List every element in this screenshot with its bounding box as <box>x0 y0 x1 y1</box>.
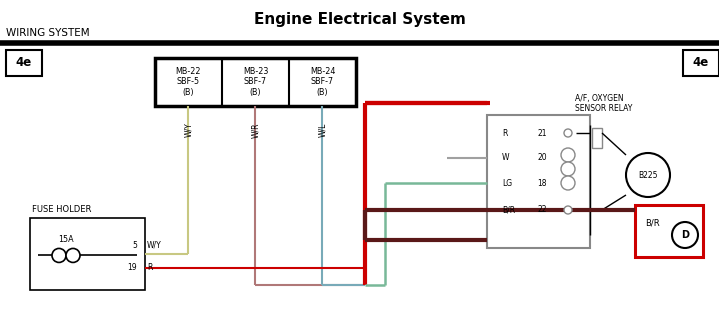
Circle shape <box>564 206 572 214</box>
Text: 5: 5 <box>132 241 137 250</box>
Circle shape <box>672 222 698 248</box>
Text: 4e: 4e <box>16 57 32 70</box>
Text: D: D <box>681 230 689 240</box>
Circle shape <box>52 248 66 262</box>
Text: 19: 19 <box>127 263 137 272</box>
Text: 20: 20 <box>537 154 546 162</box>
Text: W: W <box>502 154 510 162</box>
Circle shape <box>564 129 572 137</box>
Text: W/L: W/L <box>318 123 327 137</box>
Circle shape <box>561 176 575 190</box>
Bar <box>6 50 42 76</box>
Text: SENSOR RELAY: SENSOR RELAY <box>575 104 633 113</box>
Text: WIRING SYSTEM: WIRING SYSTEM <box>6 28 90 38</box>
Text: Engine Electrical System: Engine Electrical System <box>254 12 465 27</box>
Text: W/R: W/R <box>251 122 260 138</box>
Text: 21: 21 <box>537 128 546 137</box>
Text: 18: 18 <box>537 178 546 188</box>
Text: MB-22
SBF-5
(B): MB-22 SBF-5 (B) <box>175 67 201 97</box>
Bar <box>592 128 602 148</box>
Circle shape <box>561 162 575 176</box>
Text: W/Y: W/Y <box>147 241 162 250</box>
Text: 4e: 4e <box>693 57 709 70</box>
Text: LG: LG <box>502 178 512 188</box>
Text: 22: 22 <box>537 205 546 215</box>
Circle shape <box>561 148 575 162</box>
Bar <box>155 58 356 106</box>
Circle shape <box>626 153 670 197</box>
Text: FUSE HOLDER: FUSE HOLDER <box>32 205 91 214</box>
Text: B/R: B/R <box>502 205 515 215</box>
Text: R: R <box>147 263 152 272</box>
Text: MB-24
SBF-7
(B): MB-24 SBF-7 (B) <box>310 67 335 97</box>
Bar <box>487 115 590 248</box>
Circle shape <box>66 248 80 262</box>
Text: B225: B225 <box>638 170 658 179</box>
Text: R: R <box>502 128 508 137</box>
Text: 15A: 15A <box>58 235 74 244</box>
Bar <box>683 50 719 76</box>
Text: W/Y: W/Y <box>184 123 193 137</box>
Text: B/R: B/R <box>645 218 659 227</box>
Bar <box>30 218 145 290</box>
Text: MB-23
SBF-7
(B): MB-23 SBF-7 (B) <box>243 67 268 97</box>
Text: A/F, OXYGEN: A/F, OXYGEN <box>575 94 623 103</box>
Bar <box>635 205 703 257</box>
